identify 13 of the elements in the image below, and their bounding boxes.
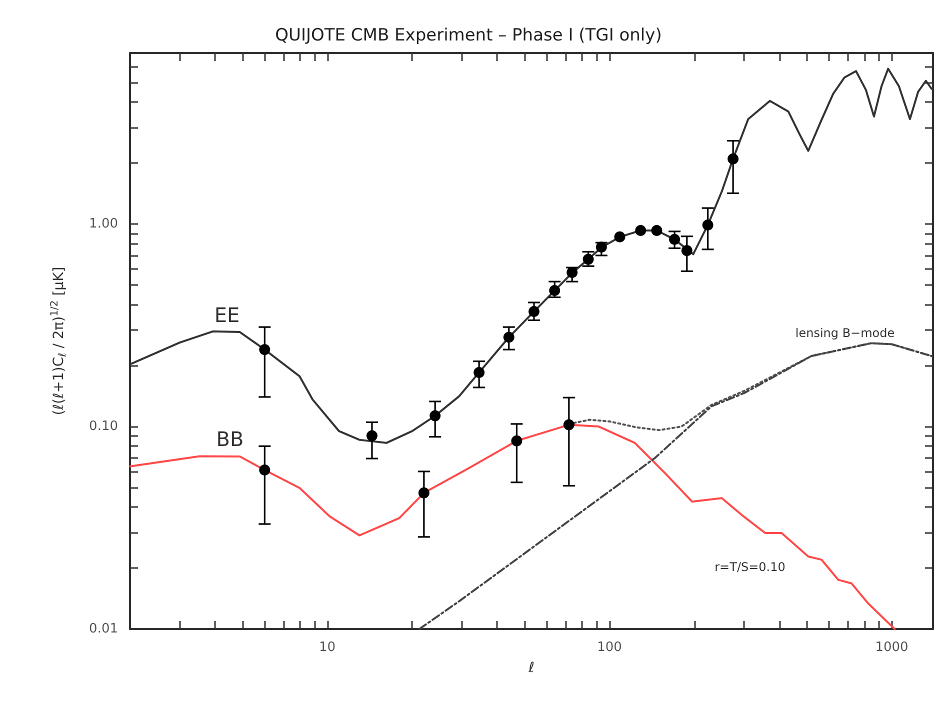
y-tick-label: 0.10 <box>89 419 118 434</box>
x-tick-label: 1000 <box>875 640 908 655</box>
y-axis-title: (ℓ(ℓ+1)Cℓ / 2π)1/2 [μK] <box>50 266 68 416</box>
x-tick-label: 100 <box>597 640 622 655</box>
annotation: BB <box>216 427 244 451</box>
y-tick-label: 0.01 <box>89 622 118 636</box>
annotation: r=T/S=0.10 <box>714 560 786 574</box>
annotation: EE <box>214 303 240 327</box>
y-tick-label: 1.00 <box>89 216 118 232</box>
x-tick-label: 10 <box>319 640 336 655</box>
annotation: lensing B−mode <box>795 326 895 340</box>
chart-title: QUIJOTE CMB Experiment – Phase I (TGI only) <box>275 26 662 46</box>
x-axis-title: ℓ <box>528 660 534 676</box>
